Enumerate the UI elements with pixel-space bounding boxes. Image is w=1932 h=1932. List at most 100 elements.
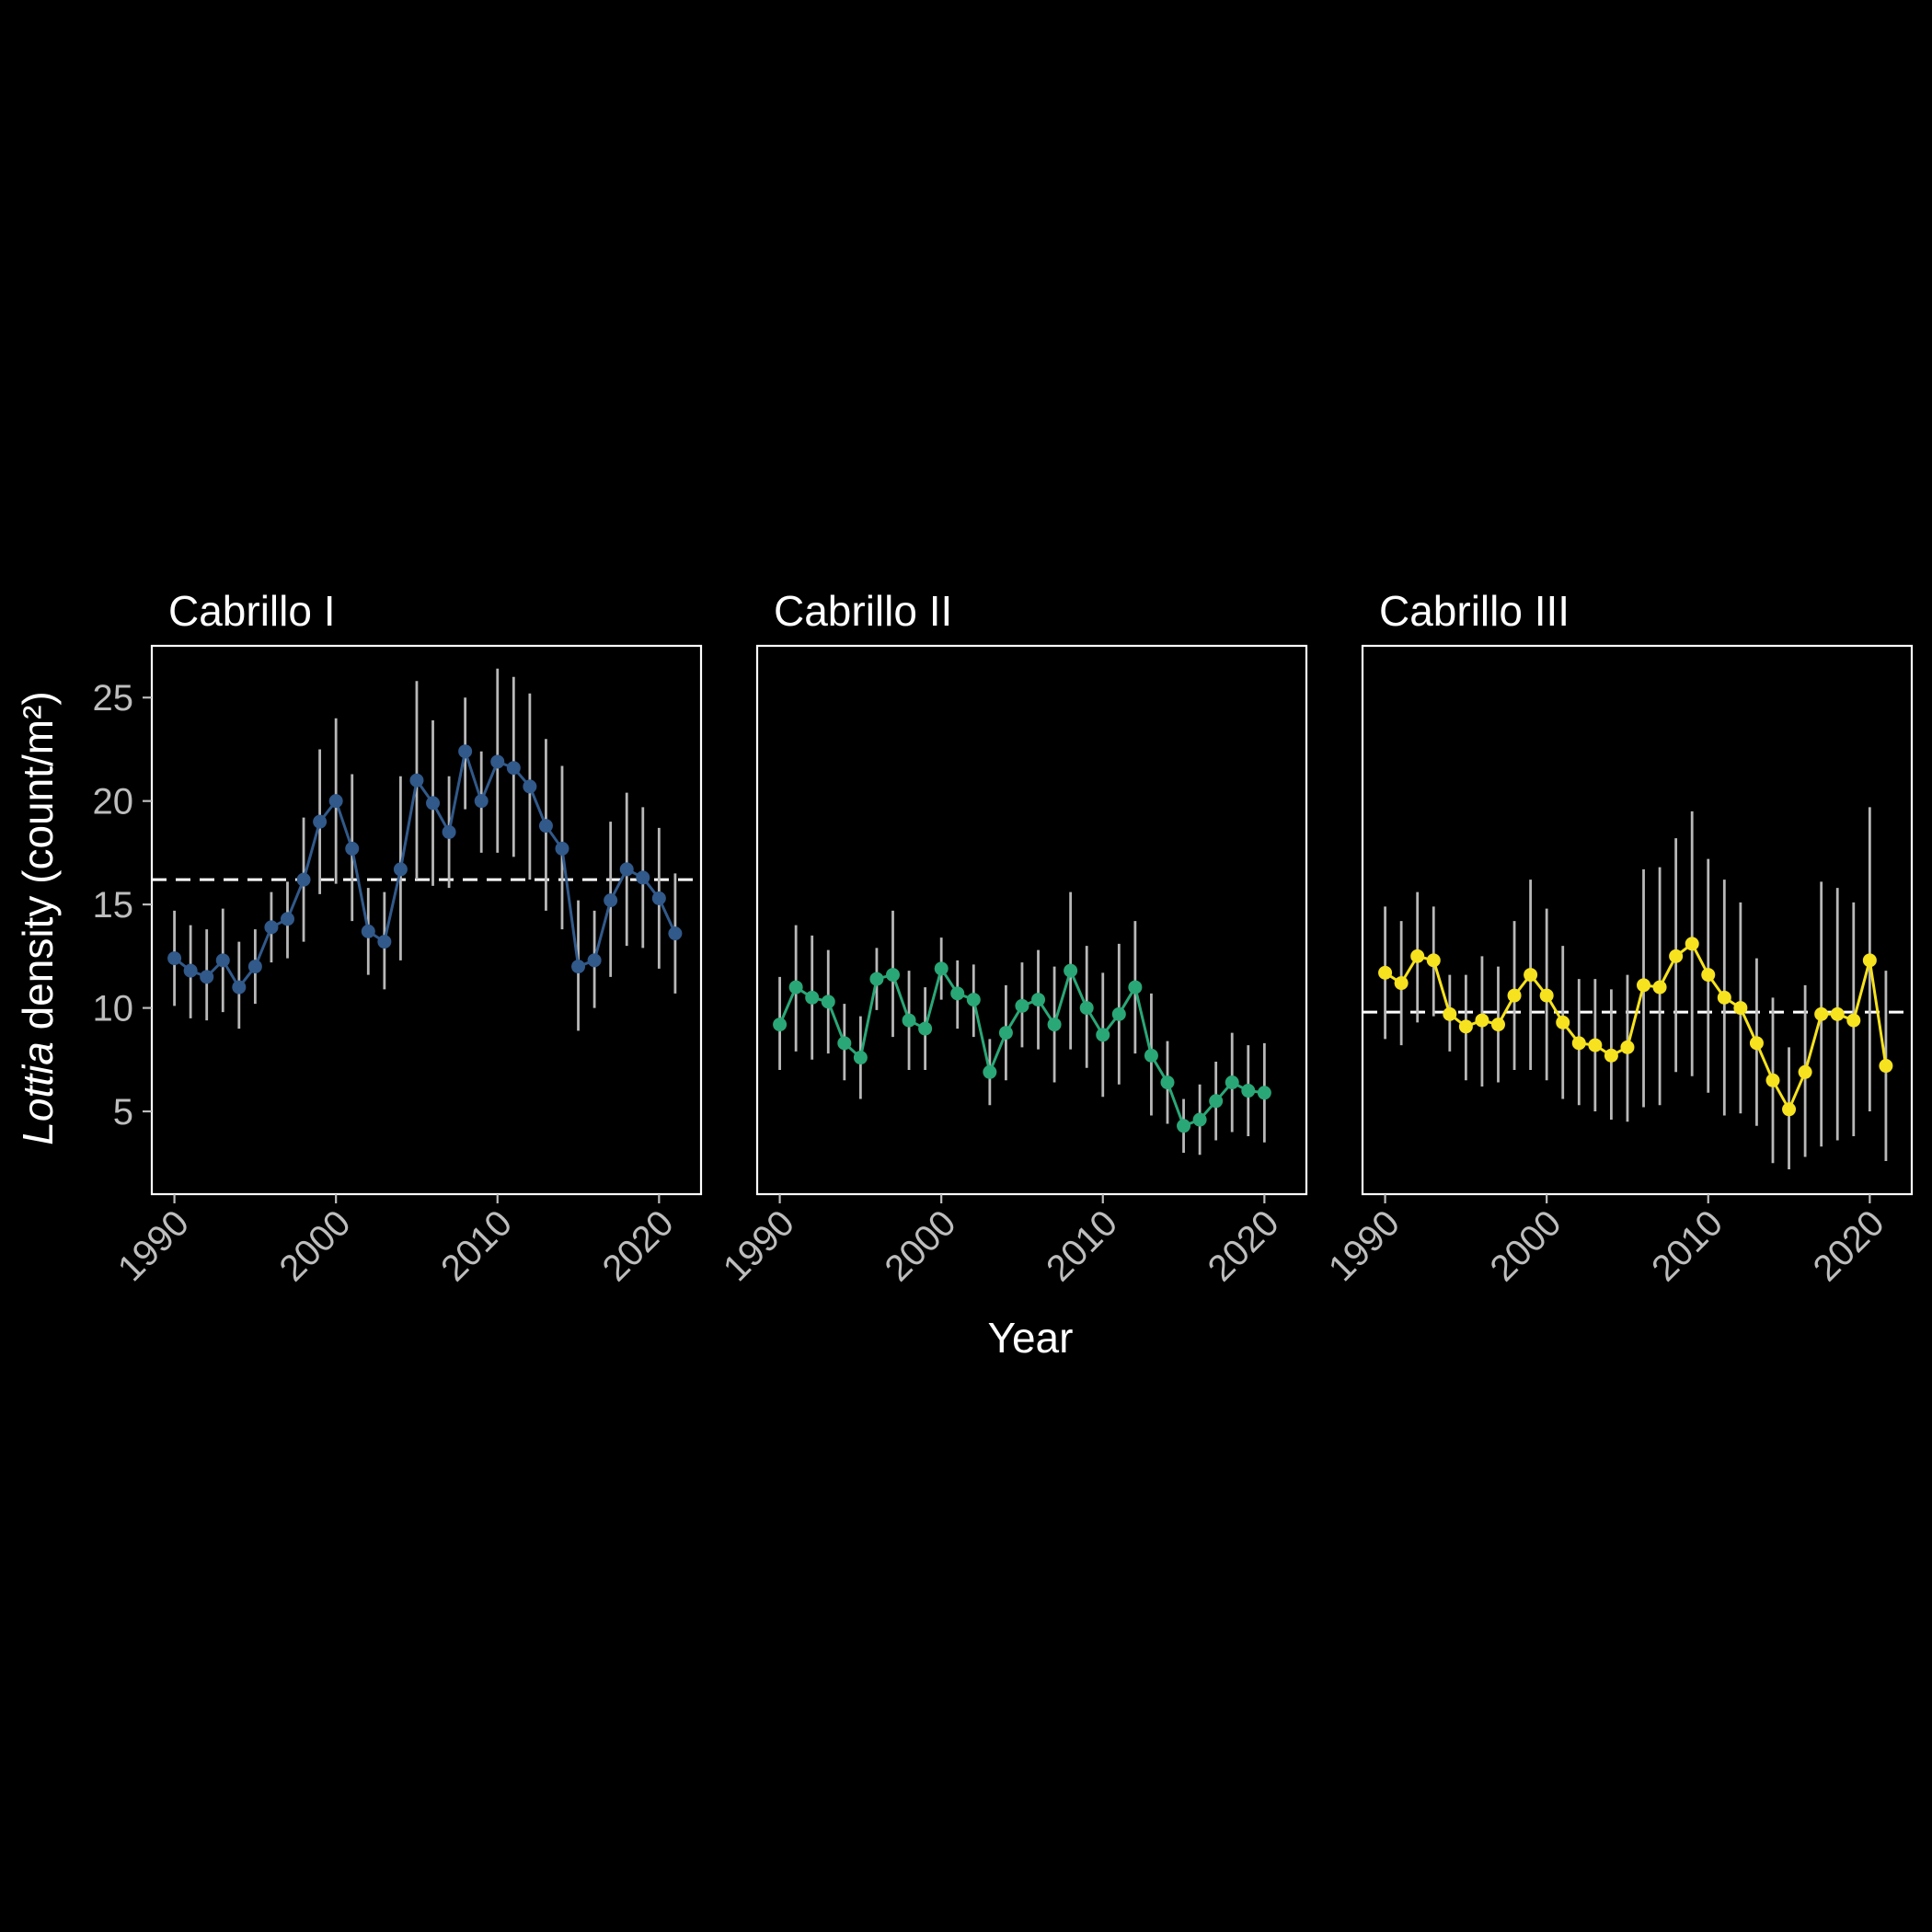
panel-2-data-point — [950, 986, 965, 1001]
panel-1-data-point — [555, 841, 569, 856]
panel-3-data-point — [1798, 1064, 1812, 1079]
panel-2-data-point — [821, 995, 835, 1009]
panel-2-data-point — [1209, 1094, 1224, 1109]
panel-1-data-point — [328, 794, 343, 809]
panel-3-data-point — [1862, 953, 1877, 968]
panel-2-data-point — [1144, 1048, 1158, 1063]
panel-2-data-point — [902, 1013, 916, 1028]
panel-3-data-point — [1410, 949, 1425, 963]
panel-3-data-point — [1539, 988, 1554, 1003]
panel-1-data-point — [668, 926, 683, 941]
panel-1-data-point — [458, 744, 473, 759]
y-tick-label: 10 — [93, 989, 134, 1029]
panel-3-data-point — [1814, 1006, 1829, 1021]
panel-3-data-point — [1669, 949, 1684, 963]
panel-3-data-point — [1652, 980, 1667, 995]
panel-3-data-point — [1378, 965, 1393, 980]
panel-2-data-point — [1015, 998, 1029, 1013]
panel-2-data-point — [934, 961, 949, 976]
panel-1-data-point — [232, 980, 247, 995]
panel-1-data-point — [506, 761, 521, 776]
panel-2-data-point — [983, 1064, 997, 1079]
panel-1-data-point — [538, 819, 553, 834]
panel-1-data-point — [296, 872, 311, 887]
panel-3-data-point — [1717, 990, 1731, 1005]
panel-3-data-point — [1524, 968, 1538, 983]
panel-3-data-point — [1556, 1015, 1570, 1029]
panel-1-data-point — [474, 794, 489, 809]
panel-3-data-point — [1588, 1038, 1603, 1052]
panel-3-data-point — [1620, 1040, 1635, 1054]
panel-3-data-point — [1571, 1036, 1586, 1051]
panel-2-data-point — [1047, 1018, 1062, 1032]
panel-2-data-point — [885, 968, 900, 983]
panel-2-data-point — [1192, 1112, 1207, 1127]
panel-3-data-point — [1604, 1048, 1618, 1063]
panel-3-data-point — [1443, 1006, 1457, 1021]
panel-1-border — [150, 644, 703, 1196]
panel-1-data-point — [409, 773, 424, 788]
panel-1-data-point — [571, 960, 586, 974]
panel-2-data-point — [998, 1026, 1013, 1041]
panel-2-data-point — [773, 1018, 788, 1032]
panel-2-data-point — [1257, 1086, 1271, 1100]
panel-3-data-point — [1846, 1013, 1861, 1028]
panel-3-data-point — [1782, 1102, 1797, 1117]
panel-1-data-point — [200, 970, 214, 984]
panel-2-data-point — [1064, 963, 1078, 978]
panel-1-data-point — [587, 953, 602, 968]
panel-3-data-point — [1685, 937, 1699, 951]
panel-3-data-point — [1879, 1059, 1893, 1074]
panel-2-data-point — [1225, 1075, 1239, 1090]
panel-2-title: Cabrillo II — [774, 587, 952, 635]
panel-3-title: Cabrillo III — [1379, 587, 1570, 635]
panel-3-data-point — [1830, 1006, 1845, 1021]
y-tick-label: 5 — [113, 1092, 133, 1133]
panel-3-data-point — [1637, 978, 1651, 993]
panel-1-data-point — [651, 891, 666, 905]
panel-2-data-point — [918, 1021, 933, 1036]
panel-2-data-point — [1128, 980, 1143, 995]
panel-1-data-point — [523, 779, 537, 794]
y-axis-title: Lottia density (count/m²) — [14, 691, 62, 1144]
panel-2-data-point — [1177, 1119, 1191, 1133]
panel-1-data-point — [442, 824, 456, 839]
panel-3-data-point — [1765, 1073, 1780, 1087]
x-axis-title: Year — [988, 1314, 1074, 1362]
panel-3-data-point — [1490, 1018, 1505, 1032]
panel-1-data-point — [619, 862, 634, 877]
panel-2-data-point — [869, 972, 884, 986]
y-tick-label: 15 — [93, 885, 134, 926]
panel-1-data-point — [636, 870, 650, 885]
panel-2-data-point — [853, 1051, 868, 1065]
y-tick-label: 25 — [93, 678, 134, 719]
panel-2-data-point — [1241, 1084, 1256, 1098]
panel-3-data-point — [1458, 1019, 1473, 1034]
y-axis-title-rest: density (count/m²) — [14, 691, 62, 1041]
panel-3-data-point — [1475, 1013, 1489, 1028]
panel-1-title: Cabrillo I — [168, 587, 336, 635]
panel-2-data-point — [1160, 1075, 1175, 1090]
panel-3-data-point — [1733, 1001, 1748, 1016]
panel-1-data-point — [377, 935, 392, 949]
y-tick-label: 20 — [93, 782, 134, 822]
panel-2-data-point — [837, 1036, 852, 1051]
panel-3-data-point — [1507, 988, 1522, 1003]
panel-1-data-point — [167, 951, 182, 966]
panel-1-data-point — [426, 796, 441, 811]
panel-2-data-point — [805, 990, 820, 1005]
panel-1-data-point — [490, 754, 505, 769]
y-axis-title-italic: Lottia — [14, 1041, 62, 1145]
panel-2-data-point — [966, 993, 981, 1007]
panel-1-data-point — [393, 862, 408, 877]
panel-1-data-point — [183, 963, 198, 978]
panel-2-data-point — [1079, 1001, 1094, 1016]
panel-2-data-point — [1096, 1028, 1110, 1042]
panel-3-data-point — [1426, 953, 1441, 968]
panel-2-border — [755, 644, 1308, 1196]
panel-3-data-point — [1701, 968, 1716, 983]
panel-3-data-point — [1749, 1036, 1764, 1051]
panel-1-data-point — [313, 814, 328, 829]
panel-1-data-point — [215, 953, 230, 968]
